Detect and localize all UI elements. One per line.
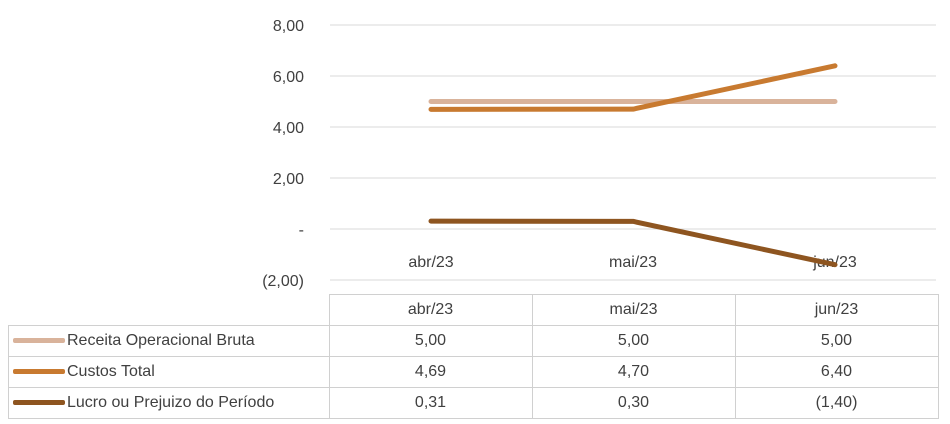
y-tick-label: 2,00 [273,171,304,188]
table-cell: 0,31 [328,387,533,419]
table-header-row: abr/23 mai/23 jun/23 [8,294,939,326]
series-name: Custos Total [67,363,155,380]
legend-key [13,338,65,344]
table-row: Receita Operacional Bruta 5,00 5,00 5,00 [8,325,939,357]
table-cell: (1,40) [734,387,939,419]
y-axis-ticks: 8,00 6,00 4,00 2,00 - (2,00) [262,18,304,290]
series-name-cell: Lucro ou Prejuizo do Período [8,387,330,419]
series-line-2 [428,218,838,268]
table-header-cell: mai/23 [531,294,736,326]
table-cell: 5,00 [734,325,939,357]
table-row: Lucro ou Prejuizo do Período 0,31 0,30 (… [8,387,939,419]
table-cell: 4,69 [328,356,533,388]
series-name-cell: Receita Operacional Bruta [8,325,330,357]
table-cell: 4,70 [531,356,736,388]
y-tick-label: 4,00 [273,120,304,137]
gridlines [330,24,936,281]
table-cell: 0,30 [531,387,736,419]
legend-key [13,369,65,375]
series-lines [428,63,838,268]
y-tick-label: - [299,222,304,239]
table-header-cell: abr/23 [328,294,533,326]
table-corner [8,294,330,326]
table-row: Custos Total 4,69 4,70 6,40 [8,356,939,388]
series-name: Receita Operacional Bruta [67,332,255,349]
table-cell: 5,00 [328,325,533,357]
y-tick-label: 6,00 [273,69,304,86]
series-name: Lucro ou Prejuizo do Período [67,394,275,411]
table-cell: 5,00 [531,325,736,357]
y-tick-label: (2,00) [262,273,304,290]
x-category-label: abr/23 [408,254,453,271]
data-table: abr/23 mai/23 jun/23 Receita Operacional… [8,294,939,419]
series-line-1 [428,63,838,112]
table-cell: 6,40 [734,356,939,388]
table-header-cell: jun/23 [734,294,939,326]
x-category-label: mai/23 [609,254,657,271]
series-name-cell: Custos Total [8,356,330,388]
y-tick-label: 8,00 [273,18,304,35]
legend-key [13,400,65,406]
